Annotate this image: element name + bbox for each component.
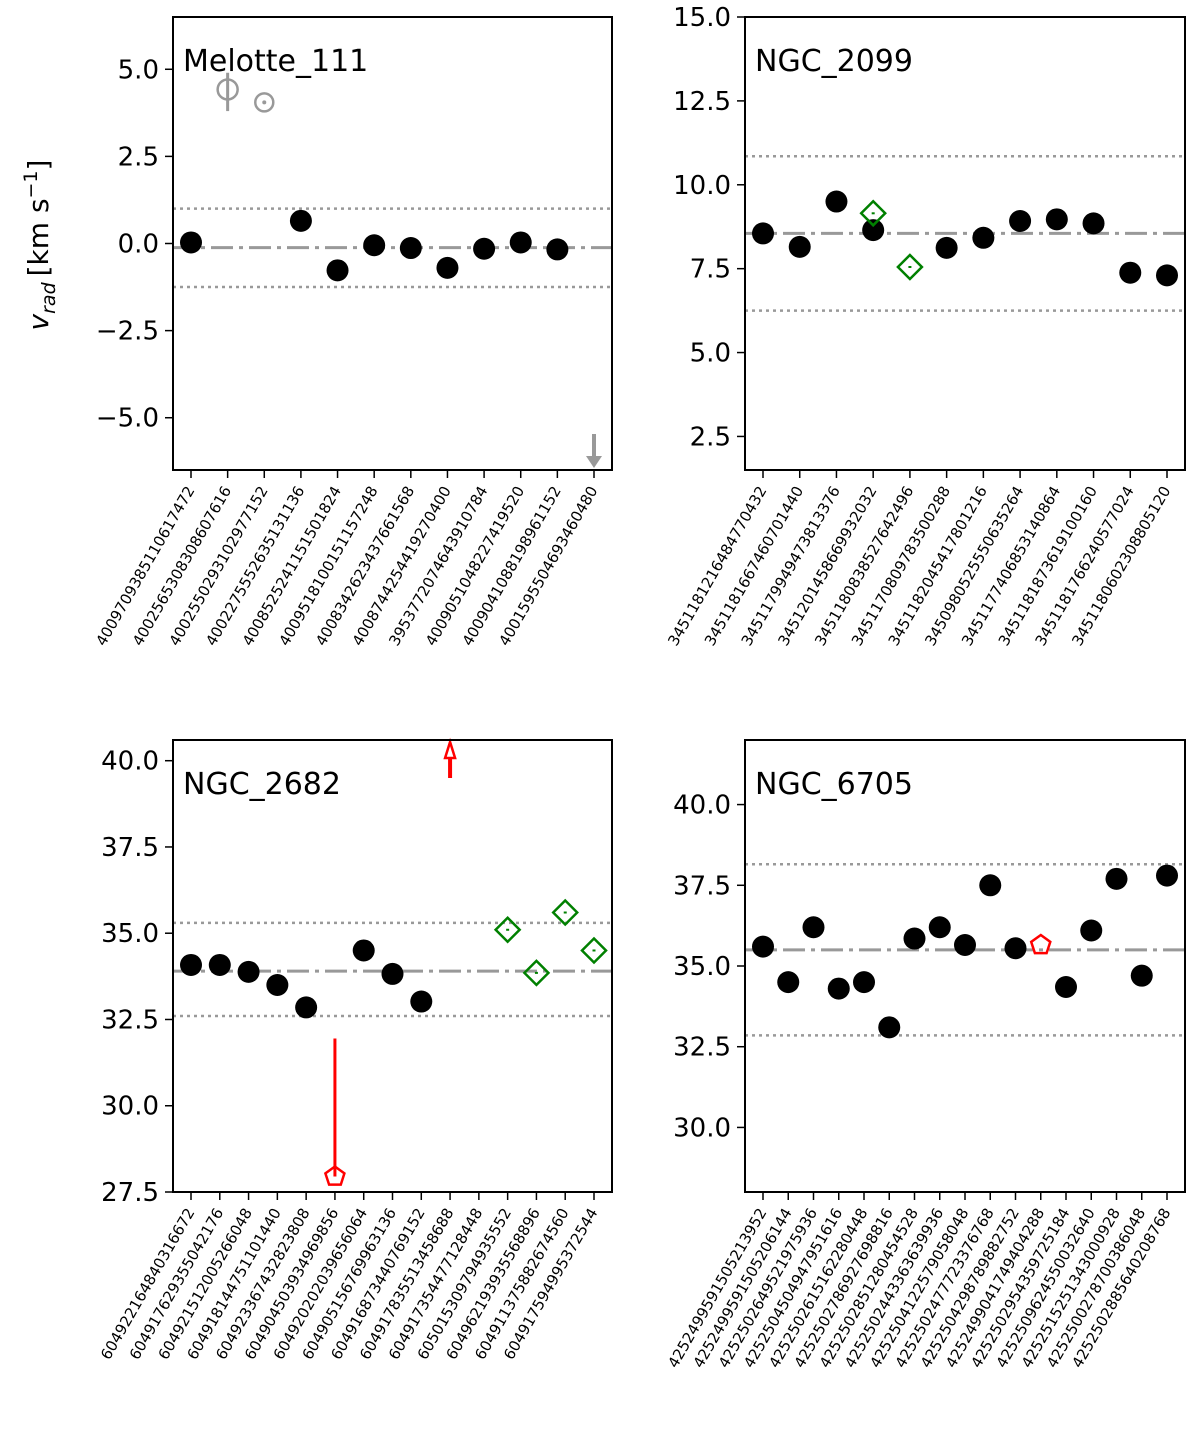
- y-tick-label: 37.5: [101, 833, 159, 863]
- data-point: [788, 235, 811, 258]
- data-point: [972, 226, 995, 249]
- data-point-diamond: [493, 916, 522, 944]
- data-point: [878, 1016, 901, 1039]
- y-tick-label: 27.5: [101, 1178, 159, 1208]
- y-tick-label: 15.0: [673, 3, 731, 33]
- panel-title: NGC_2682: [183, 767, 341, 802]
- plot-frame: [744, 16, 1186, 471]
- data-point-open: [254, 92, 275, 113]
- y-tick-label: 35.0: [673, 952, 731, 982]
- data-point: [827, 977, 850, 1000]
- data-point: [180, 231, 202, 254]
- y-tick-label: −2.5: [96, 317, 159, 347]
- data-point: [546, 238, 569, 261]
- data-point: [777, 971, 800, 994]
- data-point: [752, 222, 774, 245]
- data-point: [1105, 867, 1128, 890]
- data-point: [436, 256, 459, 279]
- data-point: [862, 219, 885, 242]
- data-point-open: [216, 78, 239, 101]
- data-point: [853, 971, 875, 994]
- y-tick-label: 2.5: [118, 142, 159, 172]
- ylabel-unit-post: ]: [22, 160, 55, 171]
- y-tick-label: 30.0: [101, 1092, 159, 1122]
- data-point: [237, 960, 260, 983]
- y-tick-label: 37.5: [673, 871, 731, 901]
- y-tick-label: 0.0: [118, 230, 159, 260]
- y-tick-label: 10.0: [673, 171, 731, 201]
- data-point: [802, 916, 825, 939]
- data-point: [399, 237, 422, 260]
- data-point: [1130, 964, 1153, 987]
- ylabel-sub: rad: [38, 281, 60, 313]
- data-point: [381, 962, 404, 985]
- data-point: [208, 953, 231, 976]
- ylabel-main: v: [22, 313, 55, 330]
- data-point-diamond: [859, 199, 887, 228]
- y-tick-label: 12.5: [673, 87, 731, 117]
- data-point: [752, 935, 774, 958]
- plot-frame: [744, 739, 1186, 1193]
- y-tick-label: 32.5: [101, 1005, 159, 1035]
- ylabel-unit-exp: −1: [20, 170, 42, 198]
- data-point: [935, 236, 958, 259]
- panel-title: NGC_6705: [755, 767, 913, 802]
- data-point: [954, 934, 976, 957]
- data-point: [1004, 937, 1027, 960]
- data-point: [1156, 864, 1178, 887]
- data-point: [289, 209, 312, 232]
- y-tick-label: 2.5: [690, 422, 731, 452]
- data-point: [1119, 261, 1142, 284]
- ylabel-unit-pre: [km s: [22, 198, 55, 276]
- y-tick-label: 40.0: [673, 791, 731, 821]
- data-point: [473, 237, 496, 260]
- data-point: [903, 927, 926, 950]
- data-point: [1156, 264, 1178, 287]
- panel-melotte-111: −5.0−2.50.02.55.040097093851106174724002…: [92, 16, 613, 649]
- y-tick-label: 35.0: [101, 919, 159, 949]
- data-point-diamond: [551, 898, 579, 927]
- svg-text:vrad[km s−1]: vrad [km s−1]: [20, 160, 60, 331]
- y-tick-label: 7.5: [690, 255, 731, 285]
- y-tick-label: 40.0: [101, 747, 159, 777]
- data-point: [1080, 919, 1103, 942]
- limit-arrow-head: [586, 456, 602, 468]
- data-point-diamond: [580, 936, 608, 965]
- data-point-center: [262, 100, 267, 105]
- data-point-diamond: [522, 959, 551, 987]
- y-tick-label: 32.5: [673, 1033, 731, 1063]
- plot-frame: [172, 16, 613, 471]
- data-point: [1055, 975, 1077, 998]
- panel-title: NGC_2099: [755, 44, 913, 79]
- data-point: [825, 190, 848, 213]
- y-tick-label: 5.0: [118, 55, 159, 85]
- data-point: [928, 916, 951, 939]
- y-tick-label: 30.0: [673, 1113, 731, 1143]
- data-point: [1009, 210, 1032, 233]
- data-point: [363, 234, 386, 257]
- panel-ngc-2099: 2.55.07.510.012.515.03451181216484770432…: [664, 3, 1186, 649]
- data-point: [352, 939, 375, 962]
- data-point: [266, 973, 289, 996]
- plot-frame: [172, 739, 613, 1193]
- data-point-pentagon: [1029, 933, 1052, 955]
- data-point: [509, 231, 532, 254]
- data-point-diamond: [896, 253, 924, 281]
- data-point: [326, 259, 349, 282]
- data-point: [1082, 212, 1105, 235]
- data-point: [979, 874, 1002, 897]
- y-tick-label: −5.0: [96, 404, 159, 434]
- limit-arrow-head: [443, 737, 457, 760]
- y-axis-label: vrad [km s−1]: [20, 160, 60, 331]
- data-point: [180, 953, 202, 976]
- panel-ngc-2682: 27.530.032.535.037.540.06049221648403166…: [97, 737, 613, 1363]
- panel-title: Melotte_111: [183, 44, 368, 79]
- data-point: [295, 996, 318, 1019]
- data-point: [410, 990, 433, 1013]
- y-tick-label: 5.0: [690, 339, 731, 369]
- panel-ngc-6705: 30.032.535.037.540.042524995915052139524…: [664, 739, 1186, 1371]
- data-point-pentagon: [323, 1164, 346, 1186]
- data-point: [1045, 208, 1068, 231]
